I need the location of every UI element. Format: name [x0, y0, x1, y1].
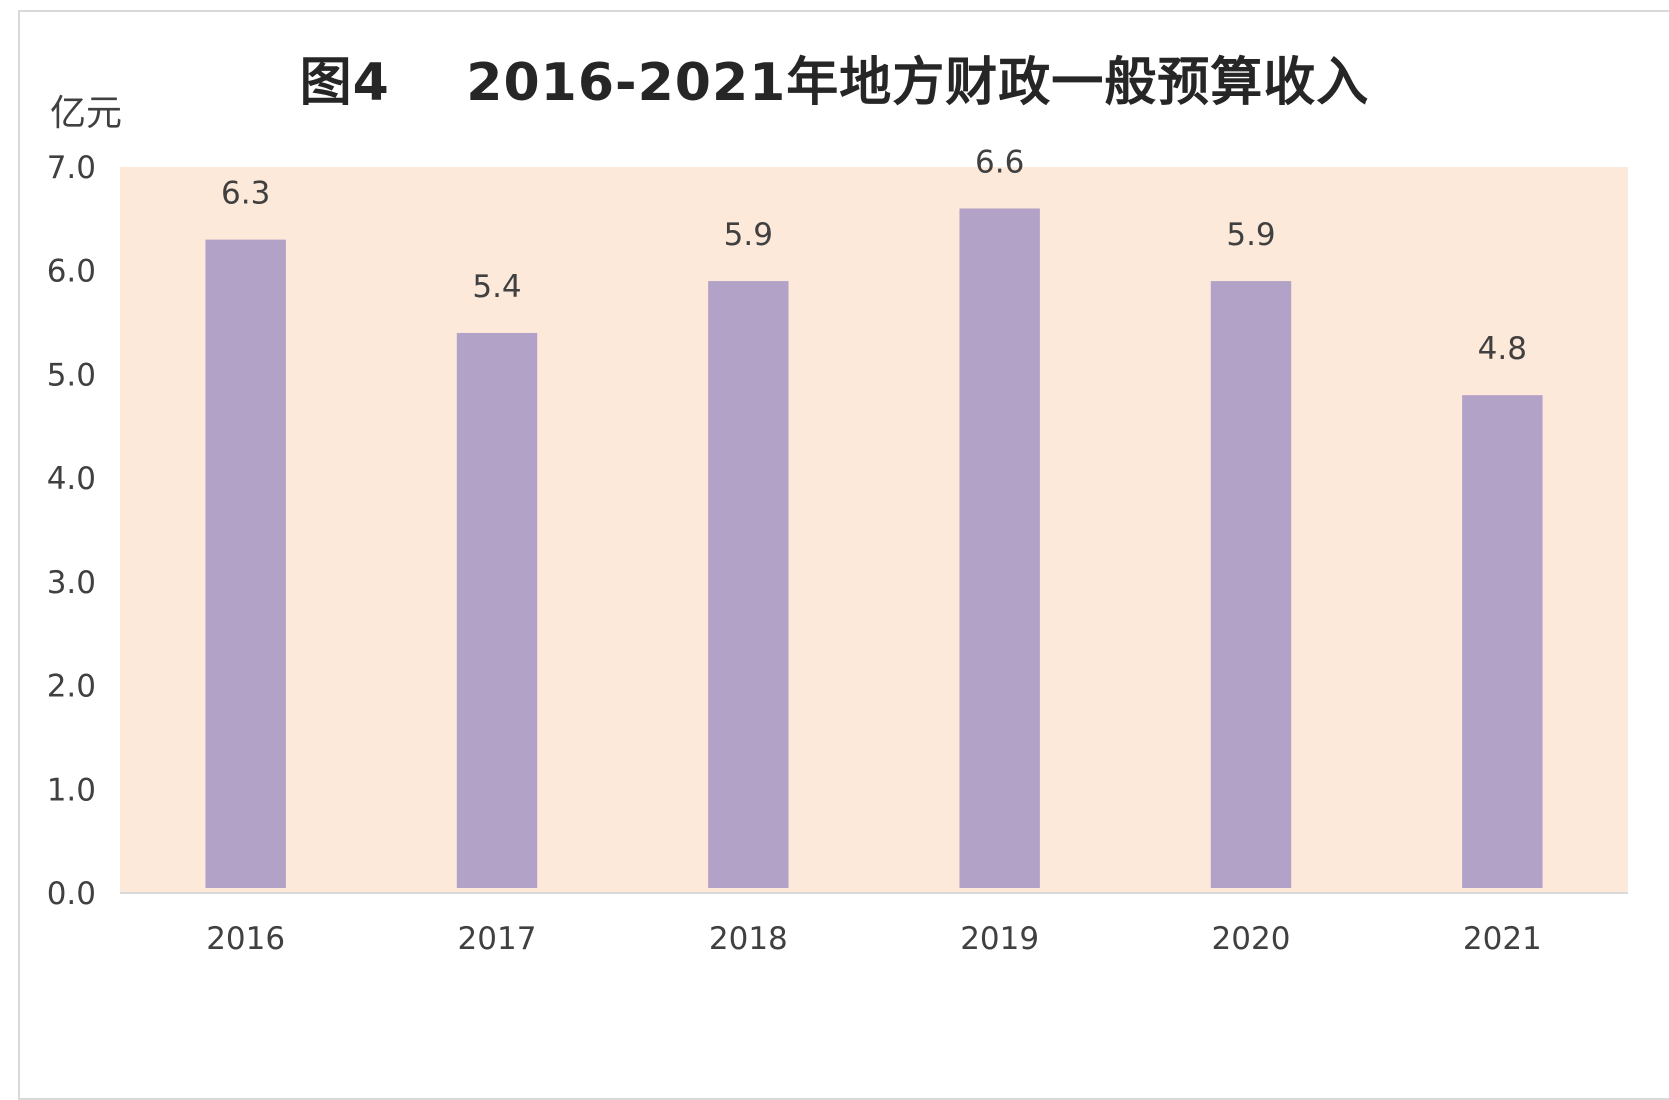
y-tick-label: 2.0 — [47, 669, 96, 705]
data-label-2021: 4.8 — [1478, 331, 1527, 367]
bar-2019 — [959, 208, 1040, 888]
data-label-2020: 5.9 — [1226, 217, 1275, 253]
bar-2018 — [708, 281, 789, 889]
y-tick-label: 5.0 — [47, 357, 96, 393]
y-axis: 0.0 1.0 2.0 3.0 4.0 5.0 6.0 7.0 — [47, 150, 96, 912]
bar-2021 — [1462, 395, 1543, 888]
x-tick-label: 2018 — [709, 921, 788, 957]
data-label-2016: 6.3 — [221, 176, 270, 212]
plot-area — [120, 167, 1628, 893]
data-label-2018: 5.9 — [724, 217, 773, 253]
x-tick-label: 2019 — [960, 921, 1039, 957]
y-tick-label: 6.0 — [47, 254, 96, 290]
chart-title: 图4 2016-2021年地方财政一般预算收入 — [299, 53, 1370, 113]
data-label-2019: 6.6 — [975, 144, 1024, 180]
bar-2016 — [205, 239, 286, 889]
data-label-2017: 5.4 — [472, 269, 521, 305]
bar-2020 — [1210, 281, 1292, 889]
x-tick-label: 2021 — [1463, 921, 1542, 957]
y-axis-unit-label: 亿元 — [50, 93, 123, 134]
y-tick-label: 3.0 — [47, 565, 96, 601]
y-tick-label: 0.0 — [47, 876, 96, 912]
x-tick-label: 2020 — [1212, 921, 1291, 957]
x-tick-label: 2017 — [458, 921, 537, 957]
x-axis: 2016 2017 2018 2019 2020 2021 — [206, 921, 1542, 957]
bars — [205, 208, 1543, 889]
data-labels: 6.3 5.4 5.9 6.6 5.9 4.8 — [221, 144, 1527, 367]
y-tick-label: 1.0 — [47, 772, 96, 808]
y-tick-label: 4.0 — [47, 461, 96, 497]
y-tick-label: 7.0 — [47, 150, 96, 186]
x-tick-label: 2016 — [206, 921, 285, 957]
bar-2017 — [456, 332, 538, 888]
